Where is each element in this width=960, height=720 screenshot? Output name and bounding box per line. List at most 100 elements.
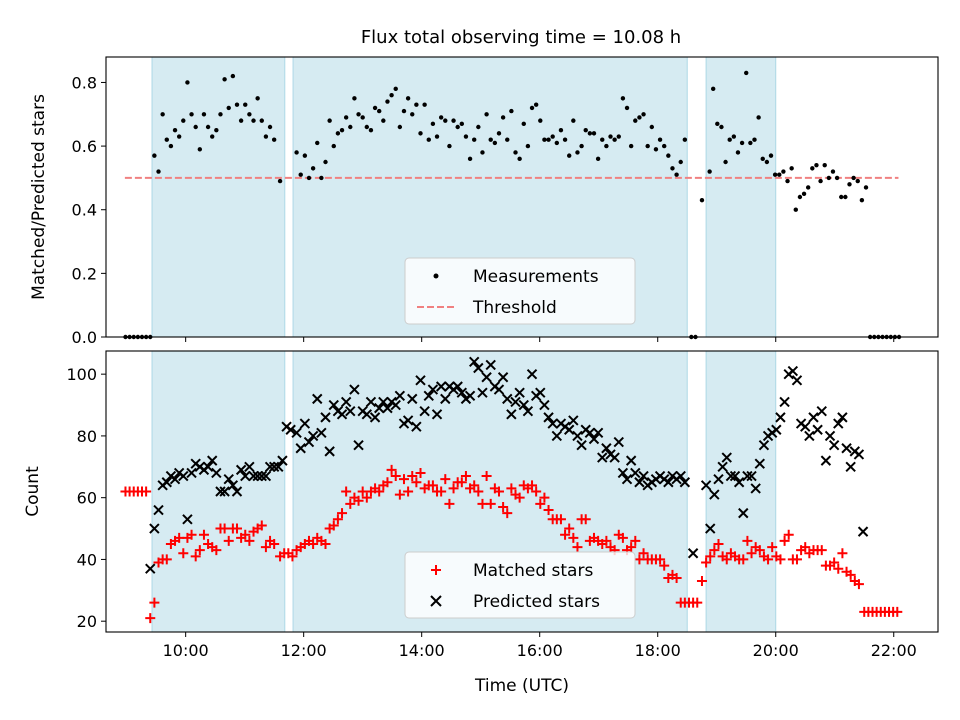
predicted-stars-point — [663, 477, 674, 488]
matched-stars-point — [269, 538, 280, 549]
measurement-point — [608, 134, 613, 139]
predicted-stars-point — [277, 455, 288, 466]
matched-stars-point — [260, 542, 271, 553]
predicted-stars-point — [547, 418, 558, 429]
matched-stars-point — [198, 529, 209, 540]
predicted-stars-point — [551, 430, 563, 442]
predicted-stars-point — [630, 467, 641, 479]
measurement-point — [315, 140, 320, 146]
measurement-point — [744, 70, 749, 76]
matched-stars-point — [244, 535, 255, 546]
predicted-stars-point — [427, 384, 439, 395]
measurement-point — [781, 169, 786, 174]
measurement-point — [335, 131, 341, 136]
measurement-point — [834, 175, 840, 181]
measurement-point — [649, 124, 655, 130]
matched-stars-point — [701, 557, 712, 568]
matched-stars-point — [816, 545, 827, 556]
y-tick-label: 0.4 — [72, 201, 97, 220]
measurement-point — [397, 124, 403, 130]
measurement-point — [637, 115, 642, 120]
measurement-point — [193, 124, 198, 130]
measurement-point — [529, 105, 535, 111]
predicted-stars-point — [182, 514, 193, 525]
predicted-stars-point — [361, 409, 373, 420]
matched-stars-point — [671, 572, 682, 583]
matched-stars-point — [754, 545, 765, 556]
matched-stars-point — [763, 554, 774, 565]
y-tick-label: 60 — [77, 489, 97, 508]
predicted-stars-point — [497, 372, 509, 383]
predicted-stars-point — [625, 455, 637, 466]
measurement-point — [410, 112, 415, 117]
measurement-point — [797, 194, 803, 200]
matched-stars-point — [341, 486, 352, 497]
measurement-point — [699, 197, 705, 203]
predicted-stars-point — [485, 359, 496, 371]
measurement-point — [210, 134, 215, 139]
measurement-point — [201, 112, 207, 117]
predicted-stars-point — [621, 473, 633, 485]
predicted-stars-point — [145, 563, 156, 574]
matched-stars-point — [626, 542, 637, 553]
measurement-point — [160, 112, 165, 117]
matched-stars-point — [178, 548, 189, 559]
matched-stars-point — [308, 538, 319, 549]
matched-stars-point — [709, 545, 720, 556]
matched-stars-point — [696, 576, 707, 587]
matched-stars-point — [498, 501, 509, 512]
measurement-point — [360, 115, 365, 120]
measurement-point — [377, 108, 382, 114]
measurement-point — [418, 131, 423, 136]
predicted-stars-point — [857, 526, 869, 537]
predicted-stars-point — [514, 387, 525, 398]
matched-stars-point — [705, 551, 716, 562]
measurement-point — [472, 137, 477, 142]
matched-stars-point — [287, 551, 298, 562]
predicted-stars-point — [592, 427, 604, 439]
measurement-point — [558, 127, 564, 133]
matched-stars-point — [190, 551, 201, 562]
measurement-point — [459, 121, 465, 127]
matched-stars-point — [481, 471, 492, 482]
legend-marker-matched — [431, 565, 441, 575]
measurement-point — [238, 118, 244, 123]
predicted-stars-point — [316, 427, 327, 439]
predicted-stars-point — [824, 430, 836, 442]
measurement-point — [554, 140, 560, 146]
predicted-stars-point — [713, 473, 724, 485]
predicted-stars-point — [303, 436, 315, 448]
measurement-point — [731, 134, 737, 139]
matched-stars-point — [398, 474, 409, 485]
predicted-stars-point — [729, 470, 741, 482]
legend-marker-predicted — [430, 595, 442, 607]
predicted-stars-point — [841, 443, 852, 454]
matched-stars-point — [638, 548, 649, 559]
measurement-point — [214, 127, 219, 133]
matched-stars-point — [506, 483, 517, 494]
measurement-point — [277, 178, 283, 184]
measurement-point — [707, 169, 712, 174]
x-tick-label: 10:00 — [163, 641, 209, 660]
predicted-stars-point — [186, 467, 197, 479]
matched-stars-point — [767, 542, 778, 553]
measurement-point — [271, 137, 277, 142]
predicted-stars-point — [223, 473, 234, 485]
measurement-point — [434, 134, 440, 139]
measurement-point — [255, 96, 260, 101]
predicted-stars-point — [328, 399, 339, 411]
measurement-point — [583, 127, 588, 133]
predicted-stars-point — [576, 439, 587, 451]
measurement-point — [306, 175, 312, 181]
measurement-point — [814, 162, 819, 168]
matched-stars-point — [332, 514, 343, 525]
measurement-point — [389, 92, 394, 98]
matched-stars-point — [742, 535, 753, 546]
measurement-point — [294, 150, 299, 155]
matched-stars-point — [535, 498, 546, 509]
measurement-point — [172, 127, 178, 133]
matched-stars-point — [485, 498, 496, 509]
predicted-stars-point — [260, 470, 272, 482]
matched-stars-point — [473, 486, 484, 497]
measurement-point — [422, 102, 427, 107]
